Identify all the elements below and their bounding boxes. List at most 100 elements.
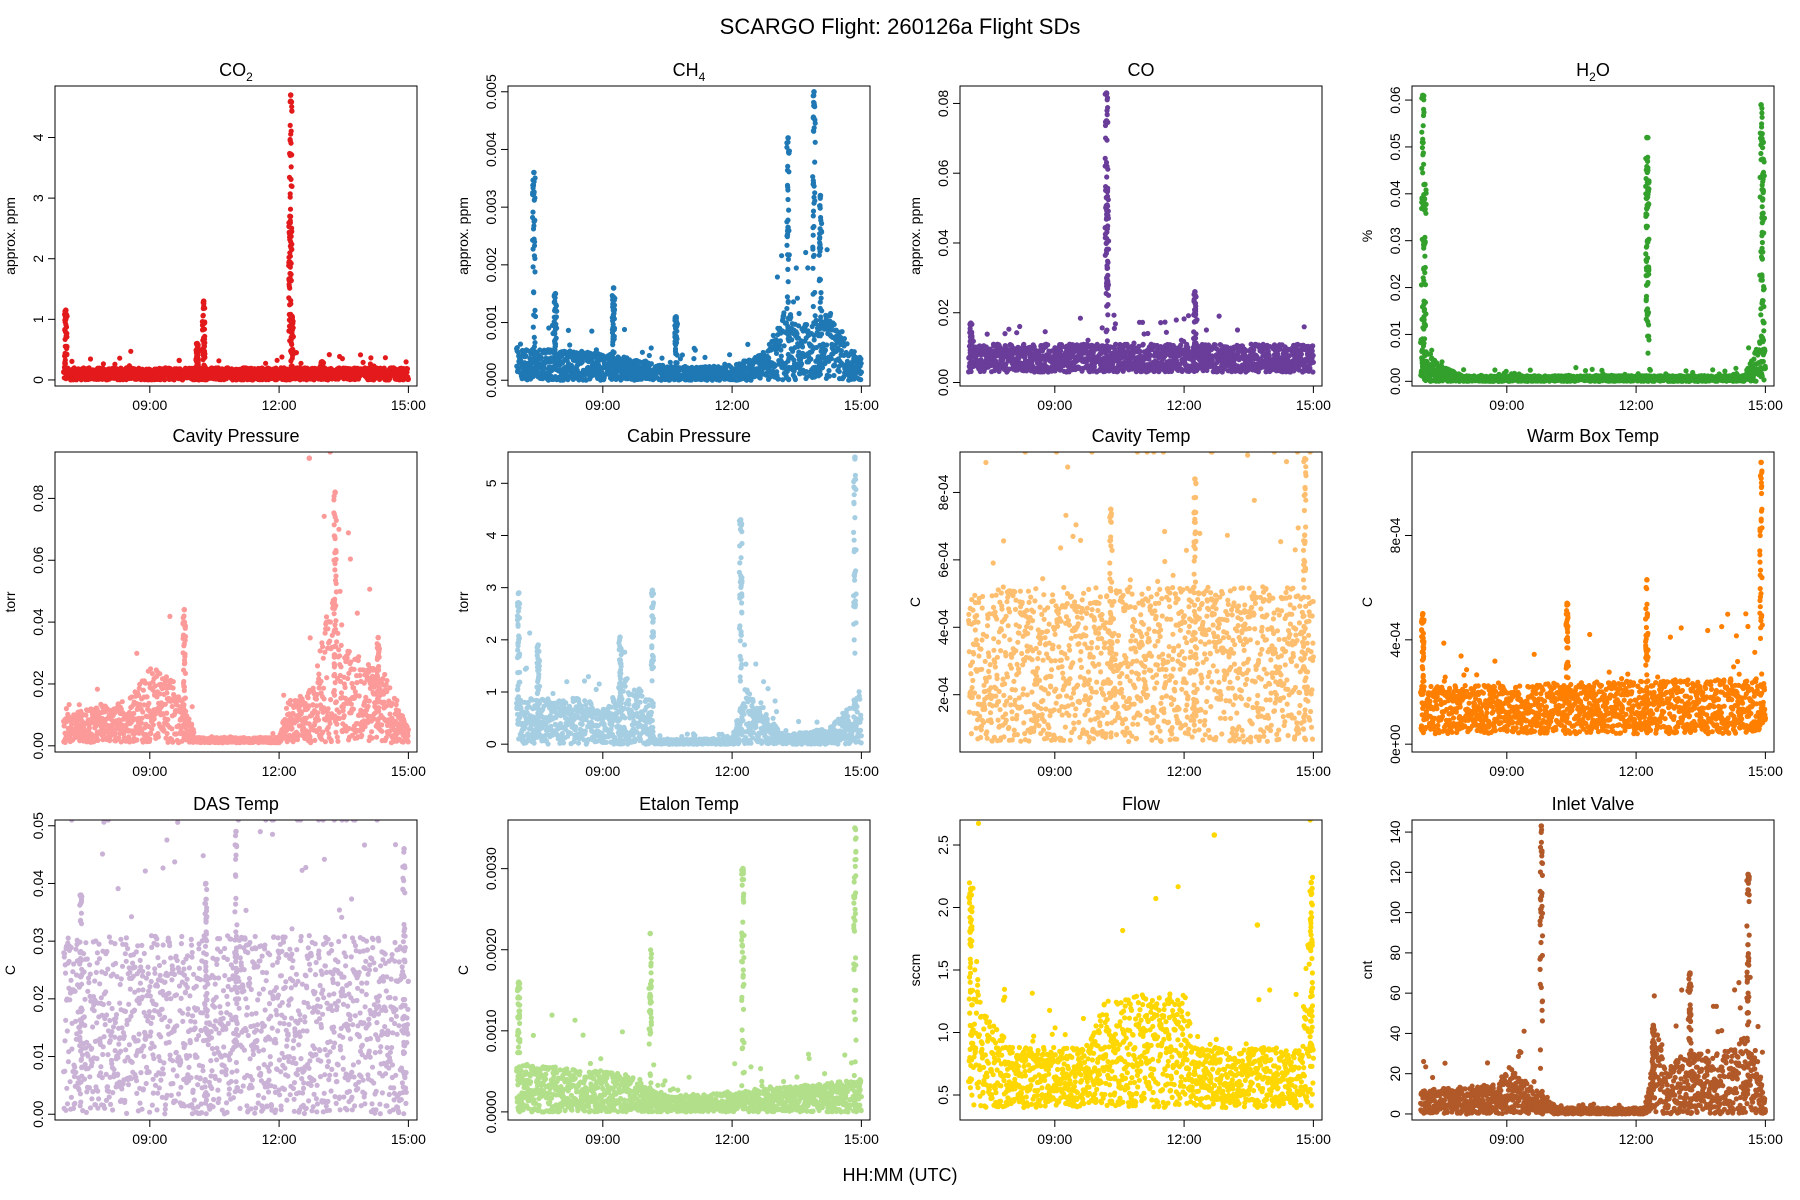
spike-point (530, 351, 536, 357)
data-point (1178, 342, 1184, 348)
data-point (1111, 325, 1117, 331)
data-point (339, 356, 345, 362)
spike-point (553, 314, 560, 320)
data-point (546, 325, 552, 331)
data-point (326, 352, 332, 358)
data-point (780, 377, 786, 383)
data-point (692, 347, 698, 353)
data-point (838, 348, 845, 354)
spike-point (202, 319, 208, 325)
spike-point (810, 178, 816, 184)
spike-point (552, 298, 558, 304)
data-point (773, 337, 779, 343)
spike-point (532, 371, 538, 377)
data-point (858, 377, 864, 383)
data-point (745, 341, 751, 347)
data-point (567, 342, 573, 348)
data-point (984, 331, 990, 337)
spike-point (818, 214, 824, 221)
data-point (828, 310, 834, 317)
spike-point (288, 358, 294, 364)
data-point (858, 369, 865, 375)
y-tick-label: 0 (30, 376, 46, 384)
data-point (162, 377, 168, 383)
spike-point (319, 373, 325, 379)
data-point (357, 352, 364, 358)
spike-peak (811, 89, 817, 95)
data-point (1204, 367, 1210, 373)
data-point (128, 348, 134, 354)
data-point (691, 356, 697, 362)
spike-point (810, 181, 816, 187)
data-point (1131, 340, 1137, 346)
spike-point (784, 144, 790, 150)
outlier-point (287, 219, 293, 226)
spike-point (811, 125, 817, 131)
data-point (1148, 352, 1154, 358)
spike-point (812, 190, 818, 196)
spike-point (810, 232, 816, 238)
spike-point (785, 332, 792, 338)
spike-point (290, 365, 296, 371)
spike-point (810, 303, 816, 310)
data-point (805, 328, 811, 334)
data-point (593, 347, 600, 353)
spike-point (287, 206, 294, 212)
data-point (799, 361, 805, 367)
data-point (858, 360, 864, 366)
data-point (1006, 366, 1012, 372)
data-point (1006, 326, 1012, 332)
spike-point (200, 346, 206, 352)
spike-point (553, 335, 559, 341)
spike-point (290, 334, 296, 340)
spike-point (810, 244, 816, 250)
spike-point (319, 365, 325, 371)
spike-point (287, 152, 293, 158)
data-point (1216, 313, 1222, 319)
spike-point (195, 359, 201, 365)
spike-point (786, 148, 792, 154)
data-point (831, 321, 837, 328)
data-point (836, 368, 842, 375)
spike-peak (673, 314, 679, 320)
spike-point (785, 224, 791, 230)
spike-peak (531, 169, 537, 176)
data-point (112, 361, 118, 367)
spike-peak (287, 92, 294, 98)
spike-peak (289, 313, 295, 320)
spike-point (532, 195, 538, 201)
data-point (360, 359, 366, 365)
spike-point (286, 174, 293, 180)
y-tick-label: 0.001 (483, 305, 499, 340)
data-point (621, 326, 628, 333)
data-point (851, 349, 857, 355)
data-point (1203, 327, 1209, 333)
spike-point (785, 351, 791, 358)
spike-point (816, 278, 822, 284)
spike-point (812, 117, 818, 123)
data-point (805, 265, 811, 271)
data-point (274, 357, 280, 363)
spike-peak (552, 290, 559, 297)
spike-point (194, 346, 200, 352)
data-point (517, 341, 524, 347)
y-tick-label: 0.003 (483, 189, 499, 224)
spike-point (785, 279, 791, 285)
data-point (648, 361, 655, 367)
spike-point (532, 269, 538, 275)
spike-peak (610, 285, 617, 291)
data-point (263, 360, 269, 366)
spike-point (288, 301, 294, 307)
spike-point (812, 159, 818, 165)
spike-point (286, 229, 292, 235)
spike-point (817, 371, 824, 377)
spike-point (287, 122, 293, 128)
spike-point (288, 370, 295, 376)
data-point (1125, 348, 1131, 354)
spike-point (62, 336, 68, 342)
data-point (117, 355, 123, 361)
spike-point (531, 312, 537, 318)
spike-point (289, 320, 295, 326)
